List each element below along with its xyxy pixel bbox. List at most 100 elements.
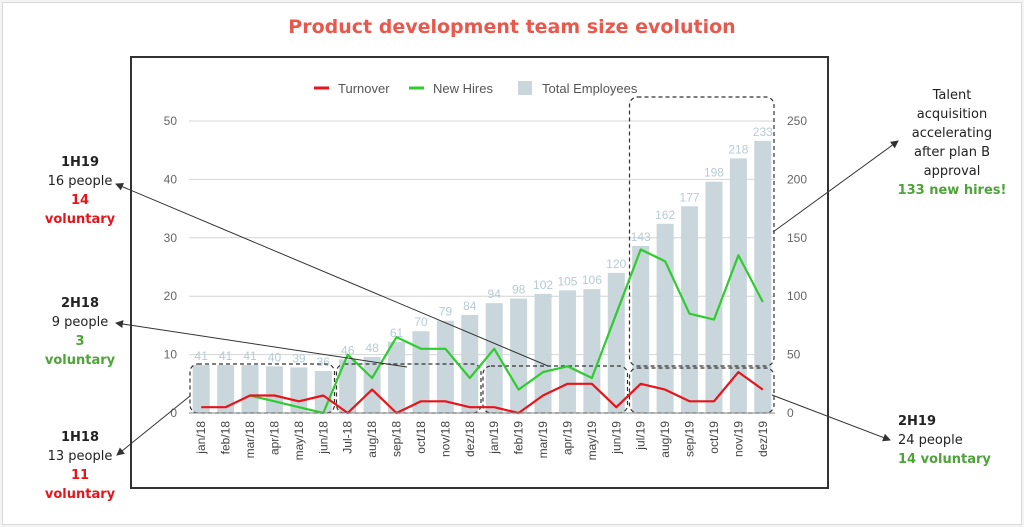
right-tick-label: 50 — [787, 348, 801, 362]
legend-swatch — [518, 81, 532, 95]
callout-1h19: 1H19 16 people 14 voluntary — [40, 153, 120, 229]
bar-total-employees — [388, 341, 406, 413]
callout-2h18-period: 2H18 — [60, 296, 100, 311]
category-label: oct/19 — [707, 421, 721, 454]
callout-talent-line: after plan B — [913, 145, 990, 160]
callout-2h18-people: 9 people — [51, 315, 109, 330]
bar-total-employees — [632, 245, 650, 413]
right-tick-label: 200 — [787, 172, 807, 186]
category-label: jun/19 — [609, 421, 623, 455]
category-label: mar/18 — [243, 421, 257, 459]
category-label: apr/19 — [560, 421, 574, 455]
bar-value-label: 198 — [704, 166, 724, 180]
line-turnover — [201, 371, 764, 415]
bar-value-label: 79 — [439, 305, 453, 319]
box-2h18 — [335, 363, 482, 414]
left-tick-label: 0 — [170, 406, 177, 420]
bar-total-employees — [265, 366, 283, 413]
callout-1h19-people: 16 people — [47, 174, 113, 189]
category-label: apr/18 — [267, 421, 281, 455]
bar-value-label: 177 — [680, 190, 700, 204]
category-label: jan/18 — [194, 421, 208, 455]
bar-total-employees — [485, 303, 503, 413]
bar-total-employees — [607, 272, 625, 413]
callout-talent: Talent acquisition accelerating after pl… — [884, 86, 1020, 200]
category-label: jun/18 — [316, 421, 330, 455]
bar-total-employees — [681, 206, 699, 413]
bar-value-label: 41 — [219, 349, 233, 363]
bar-value-label: 41 — [243, 349, 257, 363]
callout-talent-line: acquisition — [916, 107, 988, 122]
box-1h18 — [189, 363, 336, 414]
bar-value-label: 36 — [317, 355, 331, 369]
callout-1h18-voluntary: 11 voluntary — [44, 468, 116, 502]
callout-2h19: 2H19 24 people 14 voluntary — [898, 412, 1008, 469]
line-new-hires — [249, 248, 764, 415]
bar-value-label: 94 — [488, 287, 502, 301]
bar-value-label: 41 — [195, 349, 209, 363]
left-tick-label: 10 — [164, 348, 178, 362]
right-tick-label: 150 — [787, 231, 807, 245]
category-label: jul/19 — [634, 421, 648, 451]
bar-value-label: 61 — [390, 326, 404, 340]
callout-1h18: 1H18 13 people 11 voluntary — [40, 428, 120, 504]
category-label: may/18 — [292, 421, 306, 461]
category-label: feb/18 — [219, 421, 233, 455]
arrow-1h18 — [116, 395, 191, 456]
callout-talent-line: Talent — [932, 88, 972, 103]
callout-2h19-period: 2H19 — [898, 414, 937, 429]
callout-1h18-period: 1H18 — [60, 430, 100, 445]
bar-value-label: 105 — [557, 274, 577, 288]
bar-total-employees — [461, 314, 479, 413]
bar-total-employees — [583, 289, 601, 413]
category-label: feb/19 — [512, 421, 526, 455]
arrow-talent — [772, 140, 899, 233]
bar-value-label: 233 — [753, 125, 773, 139]
bar-value-label: 98 — [512, 283, 526, 297]
arrow-2h19 — [771, 394, 891, 442]
legend-label: New Hires — [433, 81, 493, 96]
right-tick-label: 250 — [787, 114, 807, 128]
callout-1h19-voluntary: 14 voluntary — [44, 193, 116, 227]
callout-2h19-people: 24 people — [898, 433, 963, 448]
category-label: mar/19 — [536, 421, 550, 459]
bar-value-label: 102 — [533, 278, 553, 292]
bar-total-employees — [290, 367, 308, 413]
box-2h19-turnover — [628, 367, 775, 414]
category-label: aug/18 — [365, 421, 379, 458]
category-label: jan/19 — [487, 421, 501, 455]
bar-total-employees — [192, 365, 210, 413]
category-label: sep/19 — [683, 421, 697, 457]
category-label: dez/19 — [756, 421, 770, 457]
chart-title: Product development team size evolution — [288, 16, 736, 38]
bar-total-employees — [436, 320, 454, 413]
legend-label: Turnover — [338, 81, 390, 96]
bar-total-employees — [558, 290, 576, 413]
category-label: aug/19 — [658, 421, 672, 458]
bar-total-employees — [705, 181, 723, 413]
bar-value-label: 218 — [728, 142, 748, 156]
arrow-2h18 — [115, 320, 408, 368]
bar-total-employees — [534, 293, 552, 413]
left-tick-label: 40 — [164, 172, 178, 186]
bar-value-label: 48 — [365, 341, 379, 355]
left-tick-label: 30 — [164, 231, 178, 245]
bar-total-employees — [412, 331, 430, 413]
callout-2h18: 2H18 9 people 3 voluntary — [40, 294, 120, 370]
callout-talent-highlight: 133 new hires! — [897, 183, 1007, 198]
category-label: dez/18 — [463, 421, 477, 457]
left-tick-label: 50 — [164, 114, 178, 128]
bar-value-label: 106 — [582, 273, 602, 287]
category-label: oct/18 — [414, 421, 428, 454]
bar-total-employees — [363, 356, 381, 413]
bar-total-employees — [754, 140, 772, 413]
bar-total-employees — [729, 158, 747, 413]
bar-value-label: 162 — [655, 208, 675, 222]
left-tick-label: 20 — [164, 289, 178, 303]
bar-value-label: 84 — [463, 299, 477, 313]
right-tick-label: 0 — [787, 406, 794, 420]
bar-total-employees — [656, 223, 674, 413]
category-label: Jul-18 — [341, 421, 355, 454]
plot-frame — [130, 56, 829, 489]
